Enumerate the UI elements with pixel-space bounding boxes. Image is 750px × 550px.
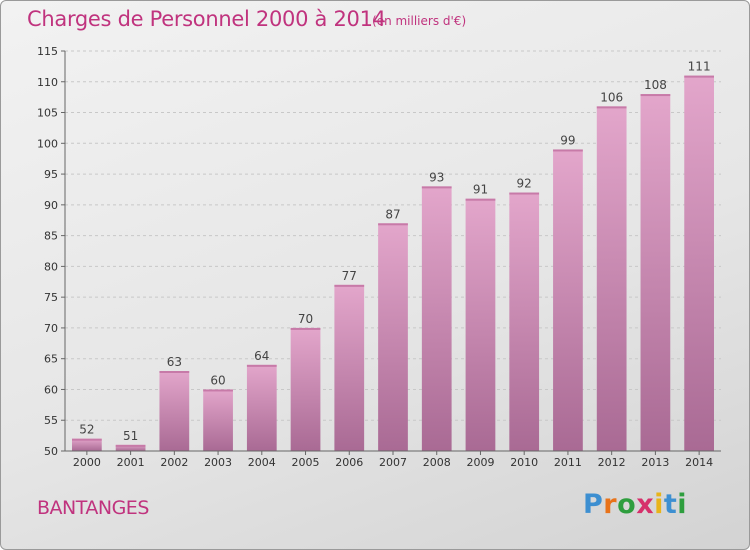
bar-2002 [159, 371, 190, 451]
x-tick-label: 2007 [379, 456, 407, 469]
y-tick-label: 55 [44, 414, 58, 427]
x-tick-label: 2000 [73, 456, 101, 469]
logo-letter: o [617, 489, 637, 520]
bar-top-edge [596, 106, 627, 109]
commune-name: BANTANGES [37, 497, 149, 519]
x-tick-label: 2012 [598, 456, 626, 469]
bar-top-edge [334, 284, 365, 287]
bar-top-edge [684, 75, 715, 78]
bar-top-edge [71, 438, 102, 441]
bar-2001 [115, 444, 146, 451]
bar-2010 [509, 192, 540, 452]
x-tick-label: 2004 [248, 456, 276, 469]
data-label: 63 [167, 355, 182, 369]
bar-top-edge [421, 186, 452, 189]
bar-2012 [596, 106, 627, 451]
bar-2009 [465, 198, 496, 451]
logo-letter: i [654, 489, 664, 520]
bar-top-edge [203, 389, 233, 392]
data-label: 108 [644, 78, 667, 92]
y-tick-label: 60 [44, 383, 58, 396]
x-tick-label: 2014 [685, 456, 713, 469]
bar-2003 [203, 389, 233, 451]
data-label: 99 [560, 133, 575, 147]
bar-top-edge [290, 327, 321, 330]
data-label: 106 [600, 90, 623, 104]
x-tick-label: 2006 [335, 456, 363, 469]
x-tick-label: 2003 [204, 456, 232, 469]
data-label: 77 [342, 269, 357, 283]
axes: 50 55 60 65 70 75 80 85 90 95 100 105 110 115 2000 2001… [37, 45, 721, 469]
bar-top-edge [246, 364, 277, 367]
x-tick-label: 2002 [160, 456, 188, 469]
bar-2005 [290, 327, 321, 451]
y-tick-label: 70 [44, 322, 58, 335]
chart-title: Charges de Personnel 2000 à 2014 [27, 7, 386, 31]
y-tick-label: 100 [37, 137, 58, 150]
data-label: 64 [254, 349, 269, 363]
chart-subtitle: (en milliers d'€) [372, 14, 467, 28]
bar-top-edge [509, 192, 540, 195]
y-tick-label: 105 [37, 107, 58, 120]
y-tick-label: 95 [44, 168, 58, 181]
bar-top-edge [553, 149, 583, 152]
bar-2004 [246, 364, 277, 451]
bar-2013 [640, 94, 671, 452]
y-tick-label: 90 [44, 199, 58, 212]
data-label: 111 [688, 60, 711, 74]
bar-2000 [71, 438, 102, 451]
data-label: 60 [210, 373, 225, 387]
y-tick-label: 110 [37, 76, 58, 89]
y-tick-label: 85 [44, 230, 58, 243]
y-tick-label: 75 [44, 291, 58, 304]
y-tick-label: 80 [44, 260, 58, 273]
y-tick-label: 115 [37, 45, 58, 58]
logo-letter: i [677, 489, 688, 520]
data-label: 92 [517, 177, 532, 191]
x-tick-label: 2008 [423, 456, 451, 469]
y-tick-label: 65 [44, 353, 58, 366]
data-label: 52 [79, 423, 94, 437]
proxiti-logo: Proxiti [583, 489, 687, 520]
bar-top-edge [465, 198, 496, 201]
bar-2008 [421, 186, 452, 451]
data-label: 51 [123, 429, 138, 443]
x-tick-label: 2010 [510, 456, 538, 469]
bar-2014 [684, 75, 715, 451]
bars: 52 51 63 60 64 70 77 87 93 91 92 99 106 108 111 [71, 60, 715, 452]
data-label: 91 [473, 183, 488, 197]
data-label: 87 [385, 207, 400, 221]
y-tick-label: 50 [44, 445, 58, 458]
bar-top-edge [640, 94, 671, 97]
logo-letter: t [663, 489, 678, 520]
x-tick-label: 2009 [466, 456, 494, 469]
bar-2006 [334, 284, 365, 451]
bar-top-edge [115, 444, 146, 447]
logo-letter: r [603, 489, 618, 520]
data-label: 70 [298, 312, 313, 326]
data-label: 93 [429, 170, 444, 184]
x-tick-label: 2001 [117, 456, 145, 469]
x-tick-label: 2011 [554, 456, 582, 469]
logo-letter: x [636, 489, 655, 520]
bar-2011 [553, 149, 583, 451]
logo-letter: P [583, 489, 604, 520]
bar-2007 [378, 223, 408, 451]
bar-top-edge [159, 371, 190, 373]
x-tick-label: 2013 [641, 456, 669, 469]
x-tick-label: 2005 [292, 456, 320, 469]
bar-top-edge [378, 223, 408, 226]
